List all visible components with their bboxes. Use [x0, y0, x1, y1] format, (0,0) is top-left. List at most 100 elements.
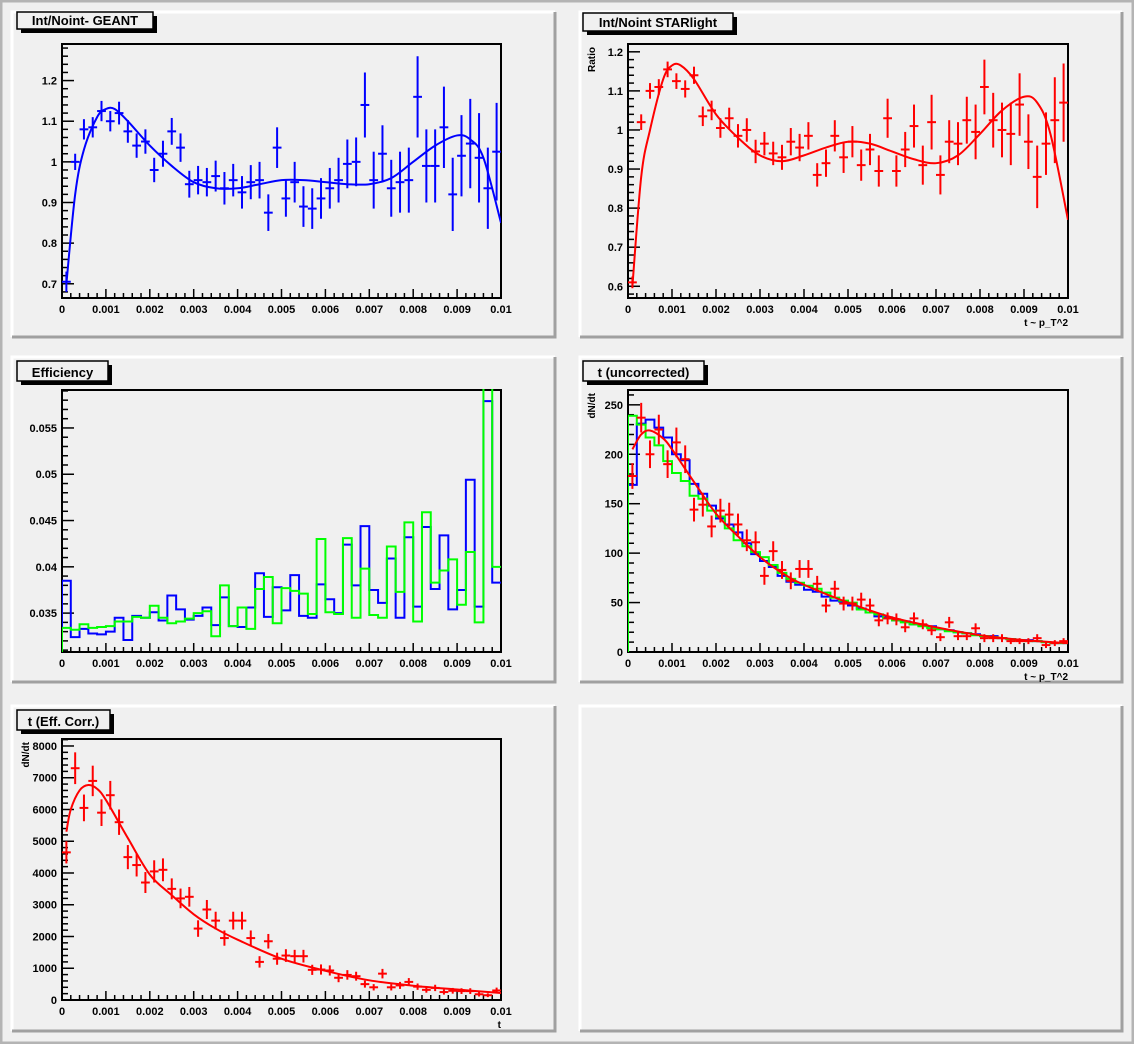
chart-3: 0 0.001 0.002 0.003 0.004 0.005 0.006 0.007 0.00… — [16, 360, 512, 670]
x-tick-label: 0.007 — [356, 1006, 384, 1018]
x-tick-label: 0.002 — [136, 658, 164, 670]
data-point — [707, 100, 716, 121]
title-box — [582, 360, 705, 382]
x-tick-label: 0 — [59, 304, 65, 316]
x-tick-label: 0.002 — [702, 304, 730, 316]
x-tick-label: 0.007 — [356, 304, 384, 316]
data-point — [193, 165, 203, 195]
x-tick-label: 0.008 — [399, 304, 427, 316]
data-point — [378, 968, 387, 979]
y-tick-label: 0.8 — [42, 238, 57, 250]
data-point — [1032, 145, 1042, 209]
data-point — [812, 575, 822, 592]
x-tick-label: 0.006 — [312, 658, 340, 670]
data-point — [636, 402, 646, 433]
y-tick-label: 5000 — [33, 836, 57, 848]
data-point — [123, 119, 133, 143]
data-point — [395, 151, 405, 213]
x-tick-label: 0.007 — [922, 304, 950, 316]
y-tick-label: 1.1 — [42, 116, 57, 128]
data-point — [79, 794, 89, 822]
y-tick-label: 0.9 — [42, 197, 57, 209]
data-point — [342, 139, 352, 189]
data-point — [492, 102, 501, 201]
data-point — [255, 161, 264, 199]
y-tick-label: 0.9 — [608, 164, 623, 176]
x-tick-label: 0.002 — [136, 1006, 164, 1018]
data-point — [281, 180, 291, 217]
x-tick-label: 0.001 — [92, 658, 120, 670]
x-tick-label: 0.006 — [878, 658, 906, 670]
x-tick-label: 0.002 — [702, 658, 730, 670]
data-point — [105, 780, 115, 810]
data-point — [892, 155, 901, 187]
x-tick-label: 0.008 — [966, 304, 994, 316]
plot-frame — [61, 738, 502, 1001]
pad-background — [580, 706, 1122, 1031]
data-point — [962, 96, 972, 144]
data-point — [821, 598, 831, 613]
y-axis-title: dN/dt — [587, 392, 598, 418]
data-point — [707, 515, 716, 538]
data-point — [636, 114, 646, 130]
chart-2: 0 0.001 0.002 0.003 0.004 0.005 0.006 0.007 0.00… — [582, 12, 1079, 329]
x-tick-label: 0.002 — [136, 304, 164, 316]
data-point — [483, 993, 493, 998]
data-point — [760, 131, 769, 156]
x-tick-label: 0.004 — [224, 1006, 252, 1018]
data-point — [645, 440, 655, 469]
x-tick-label: 0.009 — [443, 1006, 471, 1018]
y-tick-label: 0.6 — [608, 281, 623, 293]
data-point — [804, 122, 813, 150]
y-tick-label: 0.8 — [608, 203, 623, 215]
x-tick-label: 0.003 — [746, 304, 774, 316]
x-tick-label: 0.003 — [180, 1006, 208, 1018]
y-tick-label: 4000 — [33, 868, 57, 880]
data-point — [874, 155, 884, 187]
x-tick-label: 0.007 — [922, 658, 950, 670]
x-tick-label: 0.001 — [658, 658, 686, 670]
data-point — [980, 59, 989, 115]
series-group — [628, 59, 1068, 289]
data-point — [246, 165, 256, 200]
data-point — [184, 170, 194, 198]
data-point — [62, 841, 71, 864]
data-point — [263, 933, 273, 949]
chart-title: t (uncorrected) — [598, 365, 690, 380]
pad-bevel-light — [10, 704, 555, 1031]
data-point — [804, 560, 813, 578]
data-point — [88, 765, 98, 797]
pad-bevel-light — [578, 704, 1122, 1031]
data-point — [272, 127, 282, 168]
data-point — [698, 106, 708, 127]
data-point — [299, 949, 308, 963]
data-point — [883, 98, 892, 138]
pad-bevel-light — [578, 355, 1122, 682]
data-point — [654, 414, 664, 445]
y-tick-label: 0.035 — [29, 608, 57, 620]
data-point — [742, 118, 752, 142]
y-tick-label: 1 — [51, 157, 57, 169]
pad-bevel-light — [10, 10, 555, 337]
data-point — [909, 104, 919, 148]
y-tick-label: 1.2 — [42, 76, 57, 88]
data-point — [105, 111, 115, 132]
data-point — [1041, 642, 1051, 649]
x-tick-label: 0.01 — [490, 1006, 511, 1018]
fit-curve — [65, 784, 501, 995]
data-point — [786, 128, 796, 156]
x-tick-label: 0.009 — [1010, 304, 1038, 316]
plot-frame — [61, 43, 502, 299]
data-point — [378, 125, 387, 183]
data-point — [404, 147, 414, 213]
chart-title: Efficiency — [32, 365, 94, 380]
data-point — [953, 632, 963, 641]
data-point — [351, 137, 361, 187]
y-tick-label: 0.04 — [36, 562, 58, 574]
data-point — [1006, 102, 1016, 166]
x-axis-title: t ~ p_T^2 — [1024, 672, 1068, 683]
data-point — [439, 989, 449, 995]
data-point — [70, 153, 80, 170]
data-point — [1024, 114, 1033, 170]
